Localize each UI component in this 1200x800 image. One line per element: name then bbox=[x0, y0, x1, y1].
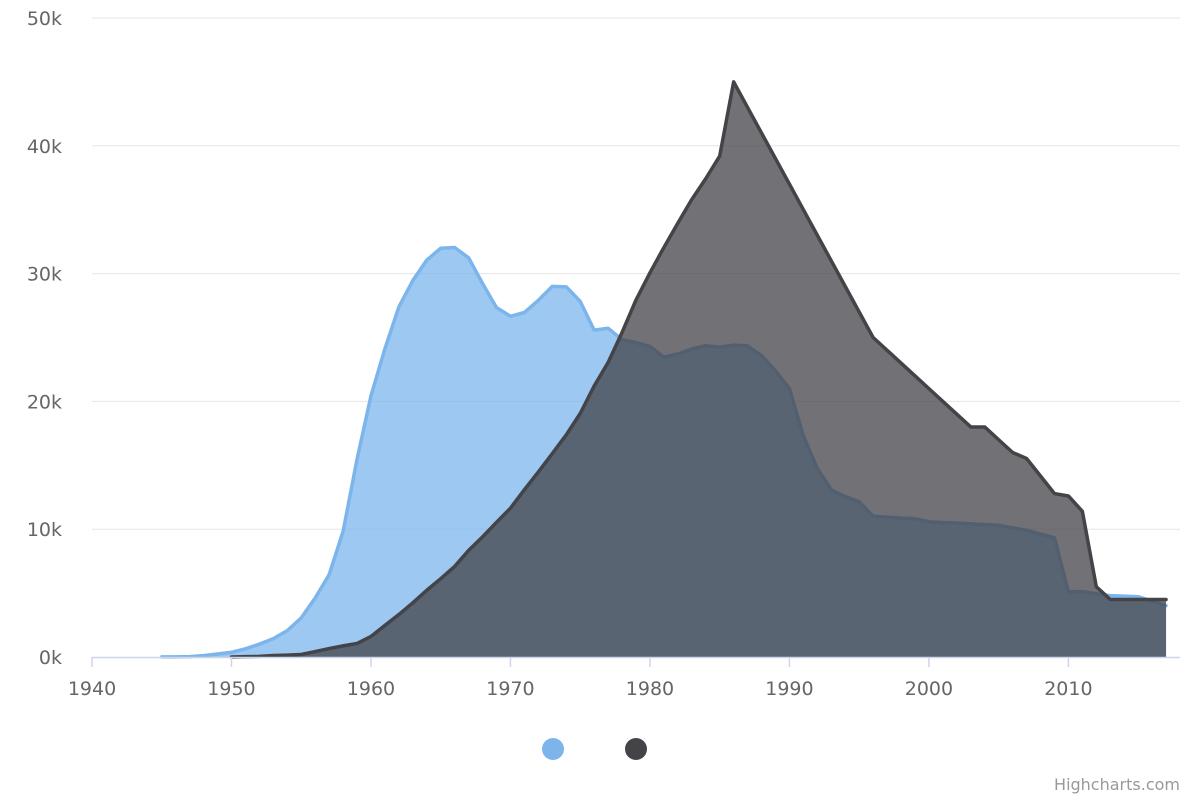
y-tick-label: 30k bbox=[27, 264, 62, 286]
y-tick-label: 20k bbox=[27, 391, 62, 413]
x-tick-label: 1940 bbox=[68, 678, 116, 700]
series-areas bbox=[159, 80, 1168, 659]
x-tick-label: 1980 bbox=[626, 678, 674, 700]
y-axis-labels: 0k 10k 20k 30k 40k 50k bbox=[27, 8, 62, 669]
x-tick-label: 2010 bbox=[1044, 678, 1092, 700]
y-tick-label: 0k bbox=[39, 647, 62, 669]
legend-item-series-1[interactable] bbox=[542, 738, 564, 760]
y-tick-label: 40k bbox=[27, 136, 62, 158]
x-tick-label: 2000 bbox=[905, 678, 953, 700]
series-2-area[interactable] bbox=[231, 81, 1167, 657]
series-2-line[interactable] bbox=[229, 80, 1168, 659]
credits-link[interactable]: Highcharts.com bbox=[1054, 775, 1180, 794]
legend bbox=[542, 738, 647, 760]
x-axis: 1940 1950 1960 1970 1980 1990 2000 2010 bbox=[68, 656, 1180, 700]
x-tick-label: 1960 bbox=[347, 678, 395, 700]
x-tick-label: 1990 bbox=[765, 678, 813, 700]
legend-item-series-2[interactable] bbox=[625, 738, 647, 760]
x-tick-label: 1970 bbox=[486, 678, 534, 700]
y-tick-label: 10k bbox=[27, 519, 62, 541]
y-tick-label: 50k bbox=[27, 8, 62, 30]
x-tick-label: 1950 bbox=[207, 678, 255, 700]
